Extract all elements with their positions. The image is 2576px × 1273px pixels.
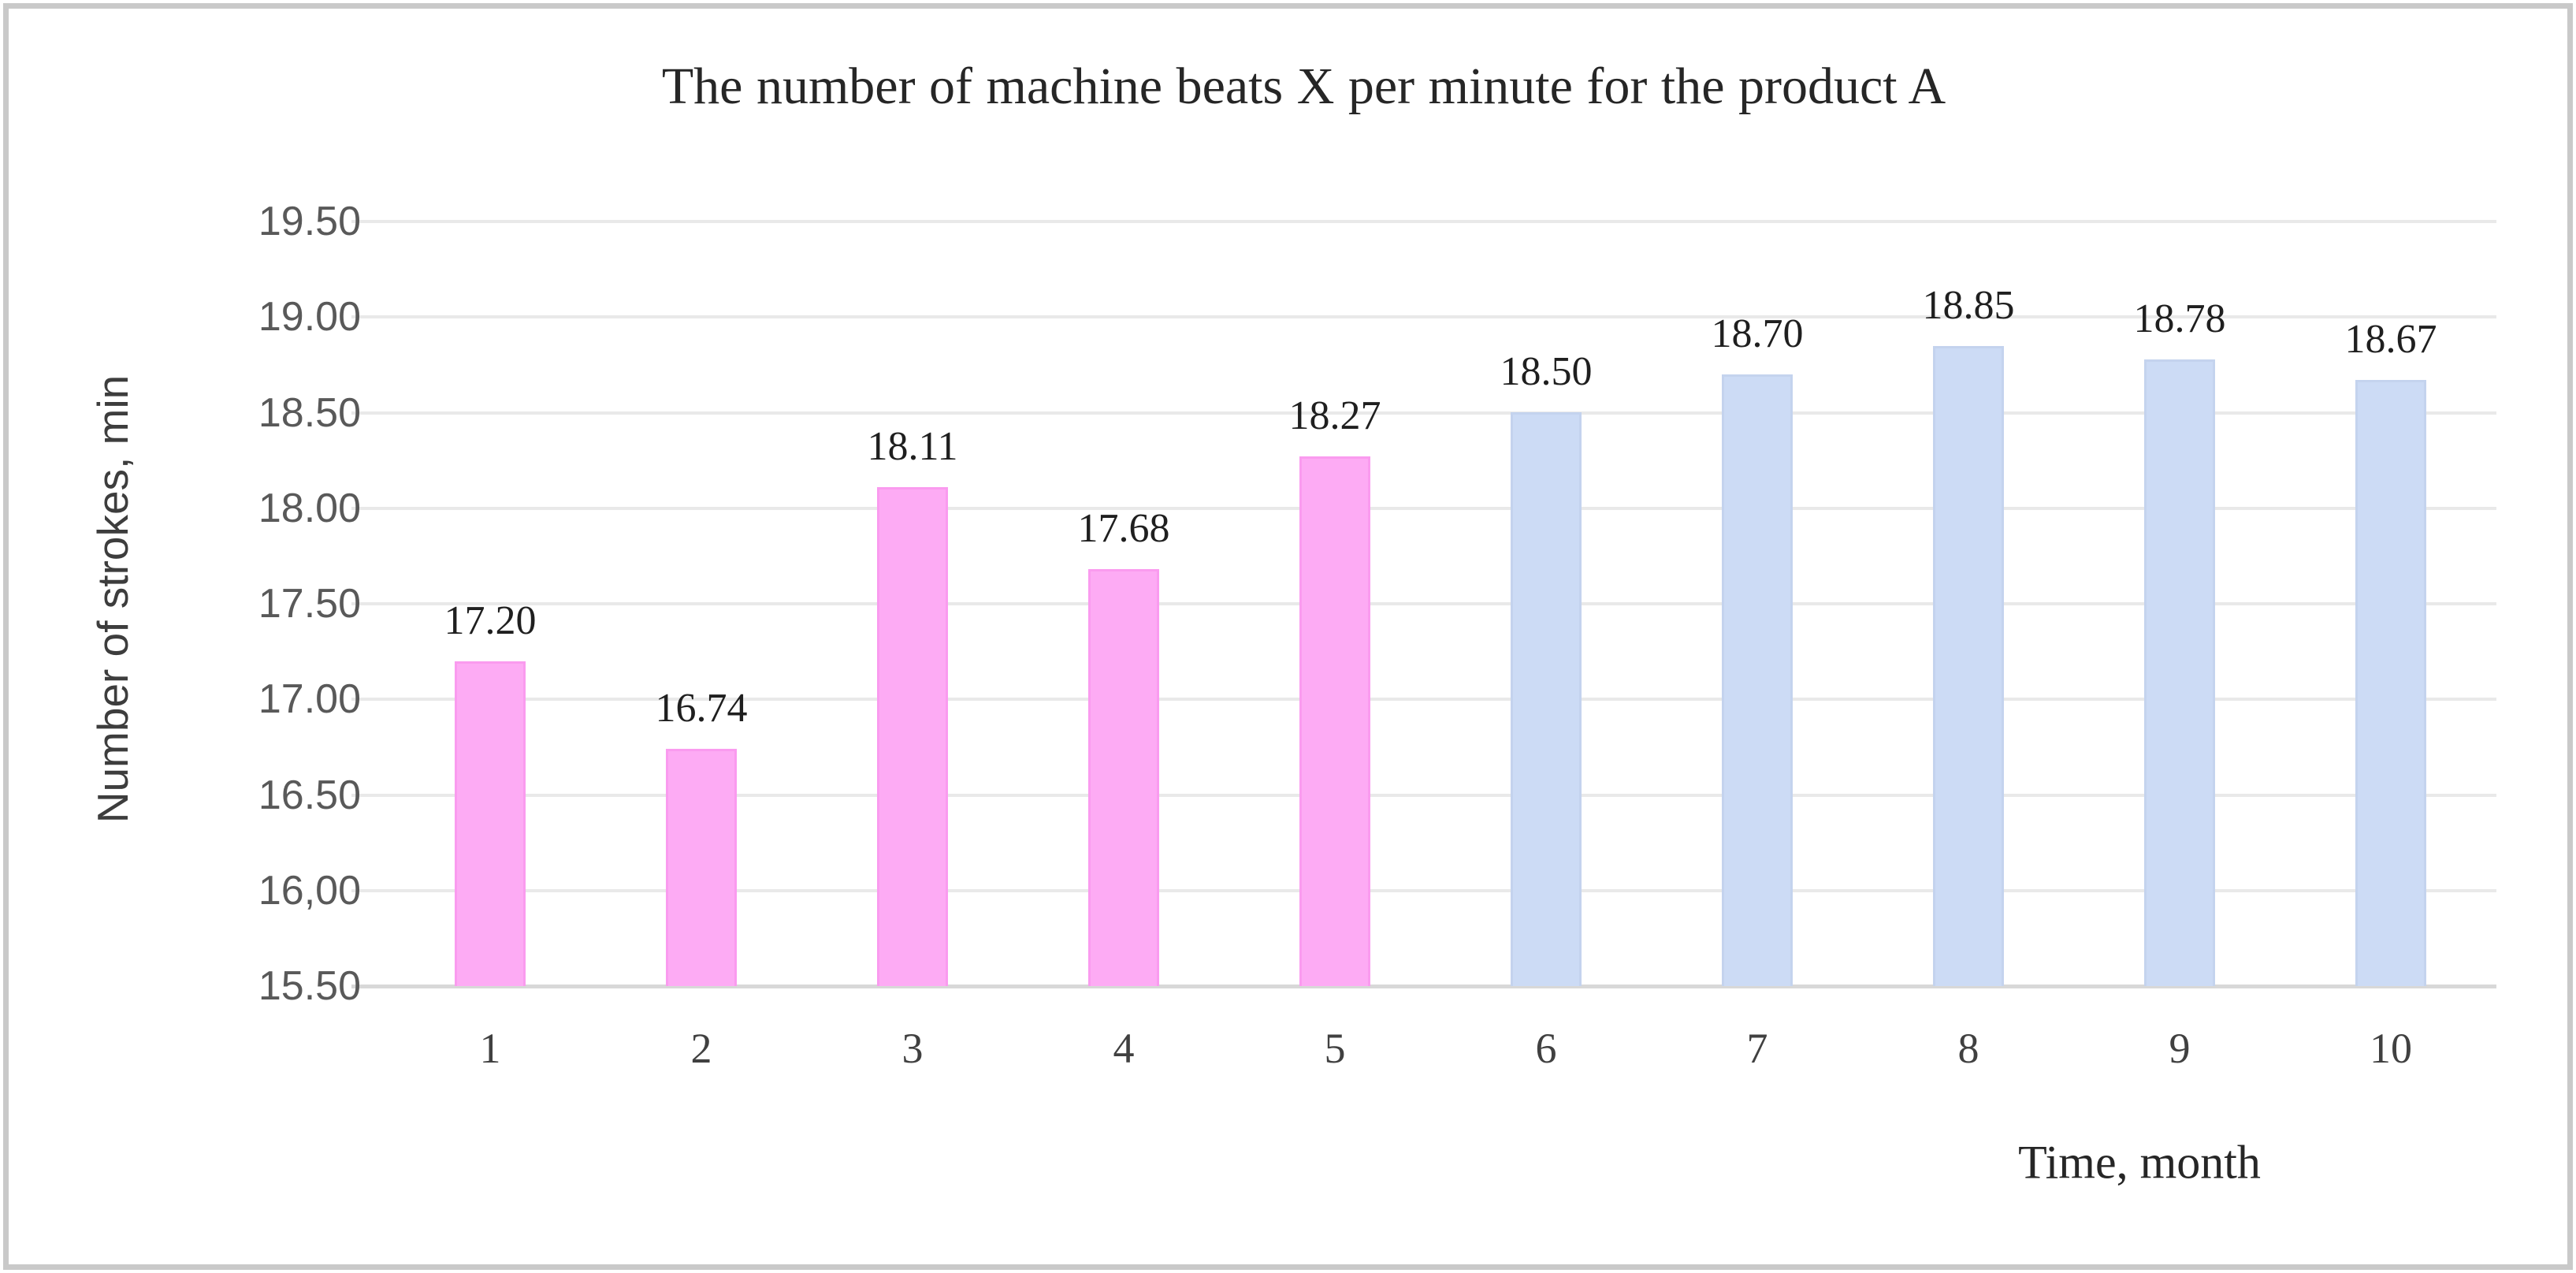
x-tick-label: 6	[1535, 1025, 1557, 1072]
gridline	[351, 794, 2496, 797]
x-tick-label: 7	[1746, 1025, 1768, 1072]
gridline	[351, 220, 2496, 223]
x-tick-label: 10	[2370, 1025, 2412, 1072]
x-tick-label: 3	[901, 1025, 924, 1072]
y-axis-title: Number of strokes, min	[88, 374, 137, 824]
bar-value-label: 18.11	[867, 424, 958, 469]
gridline	[351, 602, 2496, 605]
bar	[1933, 346, 2004, 986]
x-tick-label: 4	[1113, 1025, 1135, 1072]
bar	[2355, 380, 2426, 986]
y-tick-label: 16.50	[258, 772, 361, 818]
bar-value-label: 16.74	[655, 686, 748, 731]
bar-value-label: 17.68	[1077, 506, 1170, 551]
bar-value-label: 18.50	[1500, 349, 1593, 394]
bar-value-label: 18.78	[2133, 296, 2226, 341]
x-tick-label: 9	[2169, 1025, 2191, 1072]
x-axis-title: Time, month	[2018, 1136, 2261, 1189]
gridline	[351, 985, 2496, 988]
bar	[455, 661, 526, 986]
bar	[1088, 569, 1159, 986]
bar	[666, 749, 737, 986]
y-tick-label: 17.00	[258, 676, 361, 722]
plot-area: 19.50 19.00 18.50 18.00 17.50 17.00 16.50 16,00…	[258, 199, 2496, 1072]
gridline	[351, 411, 2496, 415]
bar-value-label: 18.67	[2344, 317, 2437, 362]
gridline	[351, 889, 2496, 892]
y-tick-label: 15.50	[258, 963, 361, 1009]
bar	[2144, 359, 2215, 986]
y-tick-label: 18.50	[258, 390, 361, 436]
x-tick-label: 8	[1957, 1025, 1979, 1072]
y-tick-label: 19.50	[258, 199, 361, 244]
y-tick-label: 18.00	[258, 486, 361, 531]
bar	[877, 487, 948, 986]
y-tick-label: 16,00	[258, 868, 361, 914]
bar	[1511, 412, 1582, 986]
gridline	[351, 698, 2496, 701]
gridline	[351, 315, 2496, 318]
y-tick-label: 19.00	[258, 294, 361, 340]
x-tick-label: 1	[479, 1025, 501, 1072]
bar	[1299, 456, 1370, 986]
y-tick-label: 17.50	[258, 581, 361, 627]
chart-title: The number of machine beats X per minute…	[661, 58, 1946, 115]
bar	[1722, 374, 1793, 986]
gridline	[351, 507, 2496, 510]
bar-value-label: 18.27	[1288, 393, 1381, 438]
bar-value-label: 18.85	[1922, 283, 2015, 328]
x-tick-label: 5	[1324, 1025, 1346, 1072]
x-tick-label: 2	[690, 1025, 712, 1072]
bar-value-label: 17.20	[444, 598, 537, 643]
bar-value-label: 18.70	[1711, 311, 1804, 356]
